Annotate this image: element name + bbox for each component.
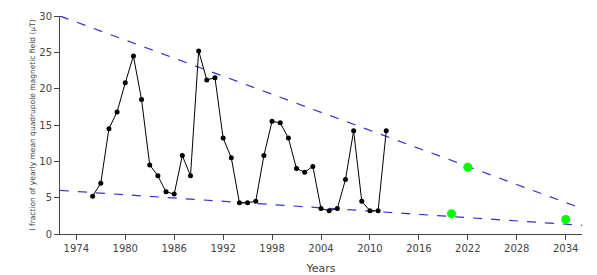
svg-text:1998: 1998 <box>259 243 284 254</box>
svg-text:1986: 1986 <box>161 243 186 254</box>
svg-text:Years: Years <box>305 262 335 275</box>
svg-text:30: 30 <box>39 11 52 22</box>
svg-text:2016: 2016 <box>406 243 431 254</box>
svg-text:1974: 1974 <box>64 243 89 254</box>
svg-text:I fraction of yearly mean quad: I fraction of yearly mean quadrupole mag… <box>28 19 37 230</box>
svg-text:2022: 2022 <box>455 243 480 254</box>
svg-text:5: 5 <box>46 192 52 203</box>
svg-text:1992: 1992 <box>210 243 235 254</box>
svg-text:2034: 2034 <box>553 243 578 254</box>
svg-text:15: 15 <box>39 120 52 131</box>
svg-text:2010: 2010 <box>357 243 382 254</box>
svg-text:10: 10 <box>39 156 52 167</box>
svg-text:20: 20 <box>39 83 52 94</box>
svg-text:1980: 1980 <box>113 243 138 254</box>
svg-text:2004: 2004 <box>308 243 333 254</box>
svg-text:25: 25 <box>39 47 52 58</box>
svg-text:0: 0 <box>46 229 52 240</box>
svg-text:2028: 2028 <box>504 243 529 254</box>
